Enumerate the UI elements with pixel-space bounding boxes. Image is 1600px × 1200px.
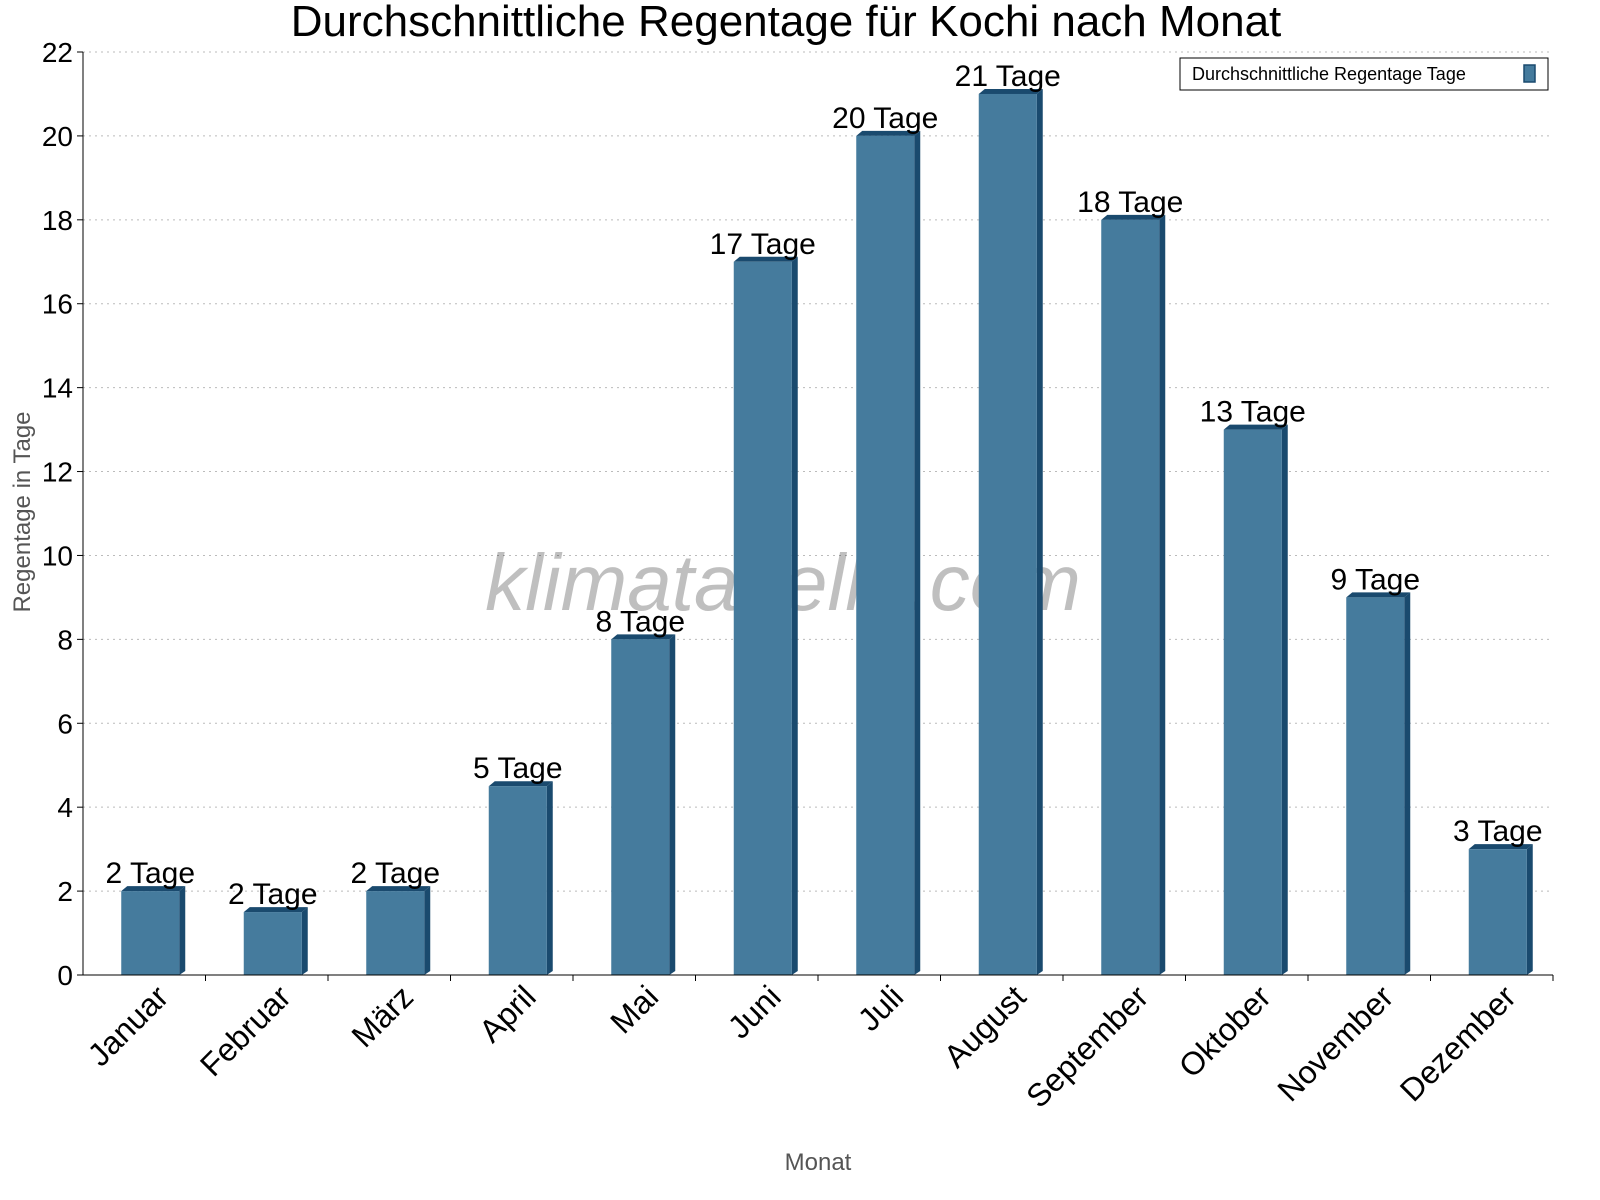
bar-side: [914, 130, 921, 976]
data-label: 5 Tage: [473, 752, 563, 785]
x-tick-label: März: [344, 978, 420, 1054]
data-label: 2 Tage: [350, 857, 440, 890]
bars: 2 Tage 2 Tage 2 Tage 5 Tage 8 Tage 17 Tage 20 …: [105, 60, 1543, 976]
bar-top: [856, 130, 921, 136]
bar-top: [611, 634, 676, 640]
bar-side: [546, 781, 553, 975]
data-label: 21 Tage: [955, 60, 1061, 93]
x-tick-label: Juli: [851, 978, 910, 1037]
x-tick-label: Januar: [81, 978, 176, 1073]
data-label: 18 Tage: [1077, 186, 1183, 219]
bar: [366, 891, 425, 975]
data-label: 17 Tage: [710, 228, 816, 261]
bar-top: [366, 886, 431, 892]
bar-side: [179, 886, 186, 975]
data-label: 13 Tage: [1200, 396, 1306, 429]
bar: [733, 261, 792, 976]
chart-title: Durchschnittliche Regentage für Kochi na…: [291, 0, 1282, 46]
data-label: 2 Tage: [105, 857, 195, 890]
x-tick-label: November: [1270, 978, 1400, 1108]
y-tick-label: 2: [57, 876, 73, 907]
data-label: 9 Tage: [1330, 563, 1420, 596]
bar-top: [978, 88, 1043, 94]
bar: [1346, 597, 1405, 975]
bar-top: [488, 781, 553, 787]
y-tick-label: 8: [57, 624, 73, 655]
data-label: 8 Tage: [595, 605, 685, 638]
bar: [978, 93, 1037, 976]
bar-top: [1223, 424, 1288, 430]
bar: [243, 912, 302, 975]
legend: Durchschnittliche Regentage Tage: [1179, 57, 1549, 91]
x-axis-label: Monat: [785, 1149, 852, 1176]
bar-top: [121, 886, 186, 892]
y-axis-label: Regentage in Tage: [9, 411, 36, 612]
bar: [1223, 429, 1282, 975]
bar-top: [1346, 592, 1411, 598]
bar-top: [1101, 214, 1166, 220]
bar-top: [1468, 844, 1533, 850]
y-tick-label: 10: [42, 540, 73, 571]
x-tick-label: Mai: [603, 978, 665, 1040]
x-tick-label: Februar: [193, 978, 298, 1083]
x-tick-label: April: [472, 978, 543, 1049]
x-tick-label: August: [937, 978, 1033, 1074]
y-tick-label: 4: [57, 792, 73, 823]
y-tick-label: 12: [42, 457, 73, 488]
bar-side: [301, 907, 308, 975]
y-tick-label: 14: [42, 373, 73, 404]
y-tick-label: 18: [42, 205, 73, 236]
bar: [611, 639, 670, 975]
y-tick-label: 6: [57, 708, 73, 739]
bar: [856, 135, 915, 976]
bar-side: [669, 634, 676, 975]
bar-side: [1404, 592, 1411, 975]
bar: [121, 891, 180, 975]
grid: [83, 51, 1553, 892]
data-label: 3 Tage: [1453, 815, 1543, 848]
bar-side: [791, 256, 798, 976]
x-tick-label: September: [1019, 978, 1155, 1114]
bar-side: [1036, 88, 1043, 976]
x-tick-label: Dezember: [1393, 978, 1523, 1108]
legend-box: [1179, 57, 1549, 91]
bar-side: [1526, 844, 1533, 975]
bar-side: [1281, 424, 1288, 975]
x-tick-label: Oktober: [1172, 978, 1278, 1084]
legend-label: Durchschnittliche Regentage Tage: [1192, 64, 1466, 84]
bar: [1101, 219, 1160, 975]
bar-top: [243, 907, 308, 913]
bar-side: [424, 886, 431, 975]
x-tick-label: Juni: [721, 978, 788, 1045]
bar-top: [733, 256, 798, 262]
bar: [488, 786, 547, 975]
bar: [1468, 849, 1527, 975]
data-label: 2 Tage: [228, 878, 318, 911]
y-tick-label: 0: [57, 960, 73, 991]
y-tick-label: 16: [42, 289, 73, 320]
y-tick-label: 20: [42, 121, 73, 152]
bar-side: [1159, 214, 1166, 975]
legend-swatch: [1523, 64, 1536, 83]
y-tick-label: 22: [42, 37, 73, 68]
data-label: 20 Tage: [832, 102, 938, 135]
